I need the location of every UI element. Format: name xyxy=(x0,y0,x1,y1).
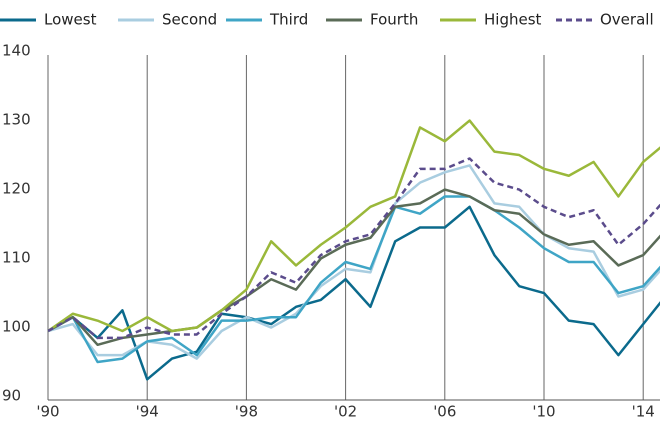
legend: Lowest Second Third Fourth Highest Overall xyxy=(0,11,654,29)
x-tick-label: '14 xyxy=(632,403,655,421)
y-tick-label: 120 xyxy=(2,180,31,198)
legend-label: Fourth xyxy=(370,11,418,29)
x-tick-label: '06 xyxy=(433,403,456,421)
series-line xyxy=(47,195,660,364)
series-line xyxy=(47,188,660,347)
x-tick-label: '94 xyxy=(136,403,159,421)
legend-label: Third xyxy=(269,11,308,29)
y-tick-label: 130 xyxy=(2,111,31,129)
x-tick-label: '98 xyxy=(235,403,258,421)
y-tick-label: 140 xyxy=(2,42,31,60)
legend-label: Overall xyxy=(600,11,654,29)
x-tick-label: '10 xyxy=(532,403,555,421)
x-tick-label: '90 xyxy=(36,403,59,421)
series-line xyxy=(47,157,660,340)
y-tick-label: 110 xyxy=(2,249,31,267)
x-tick-label: '02 xyxy=(334,403,357,421)
y-tick-label: 100 xyxy=(2,318,31,336)
legend-label: Highest xyxy=(484,11,542,29)
series-line xyxy=(47,119,660,333)
series-line xyxy=(47,205,660,381)
legend-label: Lowest xyxy=(44,11,97,29)
legend-label: Second xyxy=(162,11,217,29)
y-tick-label: 90 xyxy=(2,387,21,405)
